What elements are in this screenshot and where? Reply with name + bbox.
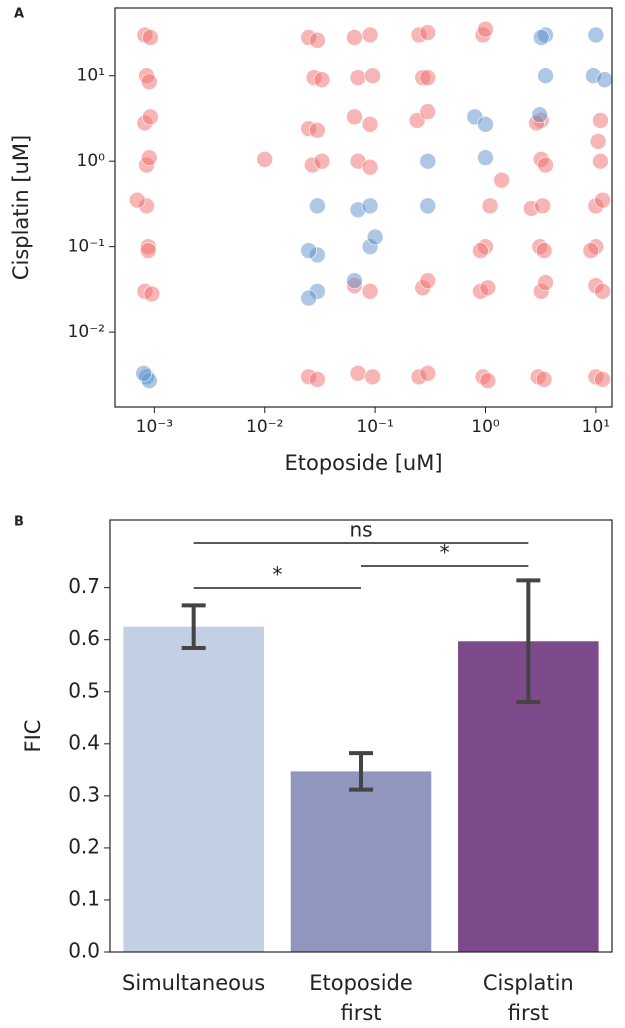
scatter-point [481,197,499,215]
y-axis-label: FIC [21,720,45,753]
scatter-point [419,24,437,41]
y-tick-label: 0.7 [68,574,100,598]
scatter-point [309,121,326,139]
scatter-point [419,197,437,215]
x-tick-label: 10⁰ [471,417,500,437]
significance-label: * [440,541,450,565]
x-tick-label: 10⁻³ [136,417,173,437]
x-tick-label: Simultaneous [122,971,266,995]
scatter-point [596,71,613,88]
scatter-point [361,158,379,176]
bar [290,771,432,952]
scatter-point [477,20,494,38]
scatter-point [594,283,611,300]
scatter-point [309,371,326,388]
scatter-point [313,152,331,170]
scatter-point [419,103,437,120]
scatter-point [141,149,158,166]
y-tick-label: 10⁻¹ [68,237,105,257]
scatter-point [592,112,609,129]
y-tick-label: 0.2 [68,834,100,858]
scatter-point [349,364,367,382]
scatter-point [128,191,146,209]
scatter-point [537,156,554,174]
bar [123,626,264,952]
x-tick-label: 10⁻² [246,417,283,437]
x-tick-label: 10⁻¹ [356,417,393,437]
plot-frame [109,519,613,953]
scatter-point [364,368,381,386]
scatter-point [142,29,159,46]
y-tick-label: 10⁰ [77,151,106,171]
scatter-point [361,283,379,300]
x-axis-label: Etoposide [uM] [284,451,442,475]
y-tick-label: 10¹ [77,66,105,86]
x-tick-label: Etoposide first [309,971,413,1025]
scatter-point [477,116,494,133]
y-axis-label: Cisplatin [uM] [9,135,33,280]
scatter-point [479,372,497,390]
scatter-point [419,272,437,289]
scatter-point [594,371,611,388]
scatter-point [419,69,437,86]
scatter-point [479,279,497,297]
scatter-point [532,29,550,46]
scatter-point [531,106,549,123]
scatter-point [594,191,611,209]
y-tick-label: 10⁻² [68,322,105,342]
y-tick-label: 0.3 [68,782,100,806]
significance-label: ns [349,518,372,542]
y-tick-label: 0.1 [68,886,100,910]
scatter-point [587,26,605,44]
scatter-point [419,152,437,170]
scatter-point [535,242,553,259]
scatter-point [419,364,437,382]
scatter-point [256,151,274,168]
scatter-point [346,29,363,46]
y-tick-label: 0.6 [68,626,100,650]
scatter-point [535,371,553,388]
scatter-point [361,197,379,215]
scatter-point [472,242,489,259]
scatter-point [592,152,609,170]
scatter-point [313,71,331,88]
scatter-point [309,31,326,49]
scatter-point [141,73,158,91]
scatter-point [534,197,552,215]
scatter-point [346,272,363,289]
y-tick-label: 0.0 [68,939,100,963]
scatter-point [349,69,367,86]
scatter-point [477,149,494,166]
panel-label: A [14,7,24,22]
scatter-point [300,242,317,259]
scatter-point [589,133,607,150]
y-tick-label: 0.5 [68,678,100,702]
scatter-point [364,67,381,85]
significance-label: * [272,563,282,587]
scatter-point [582,242,600,259]
scatter-point [142,108,159,126]
scatter-point [493,171,510,189]
y-tick-label: 0.4 [68,730,100,754]
plot-frame [114,7,613,408]
scatter-point [537,274,554,291]
scatter-point [346,108,363,126]
scatter-point [135,364,152,382]
scatter-point [300,289,317,307]
scatter-point [309,197,326,215]
scatter-point [537,67,554,85]
scatter-point [361,26,379,44]
scatter-point [361,116,379,133]
scatter-point [139,242,157,259]
scatter-point [143,285,161,303]
x-tick-label: 10¹ [582,417,610,437]
x-tick-label: Cisplatin first [482,971,574,1025]
panel-label: B [14,515,24,530]
scatter-point [366,228,384,246]
